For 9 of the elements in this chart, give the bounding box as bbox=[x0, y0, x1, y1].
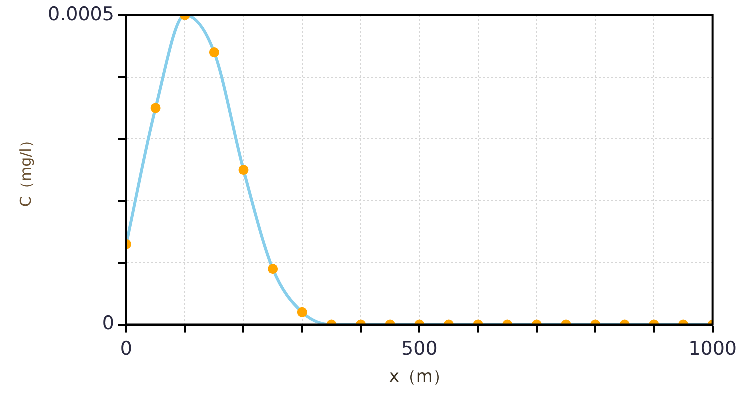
point bbox=[209, 48, 220, 58]
y-axis-title: C（mg/l） bbox=[16, 133, 35, 208]
x-axis-title: x（m） bbox=[389, 367, 450, 388]
x-tick-label: 1000 bbox=[688, 338, 738, 360]
y-tick-label: 0.0005 bbox=[48, 3, 114, 26]
point bbox=[238, 165, 249, 176]
x-tick-label: 0 bbox=[120, 338, 133, 360]
point bbox=[150, 103, 161, 114]
x-tick-label: 500 bbox=[402, 338, 438, 360]
